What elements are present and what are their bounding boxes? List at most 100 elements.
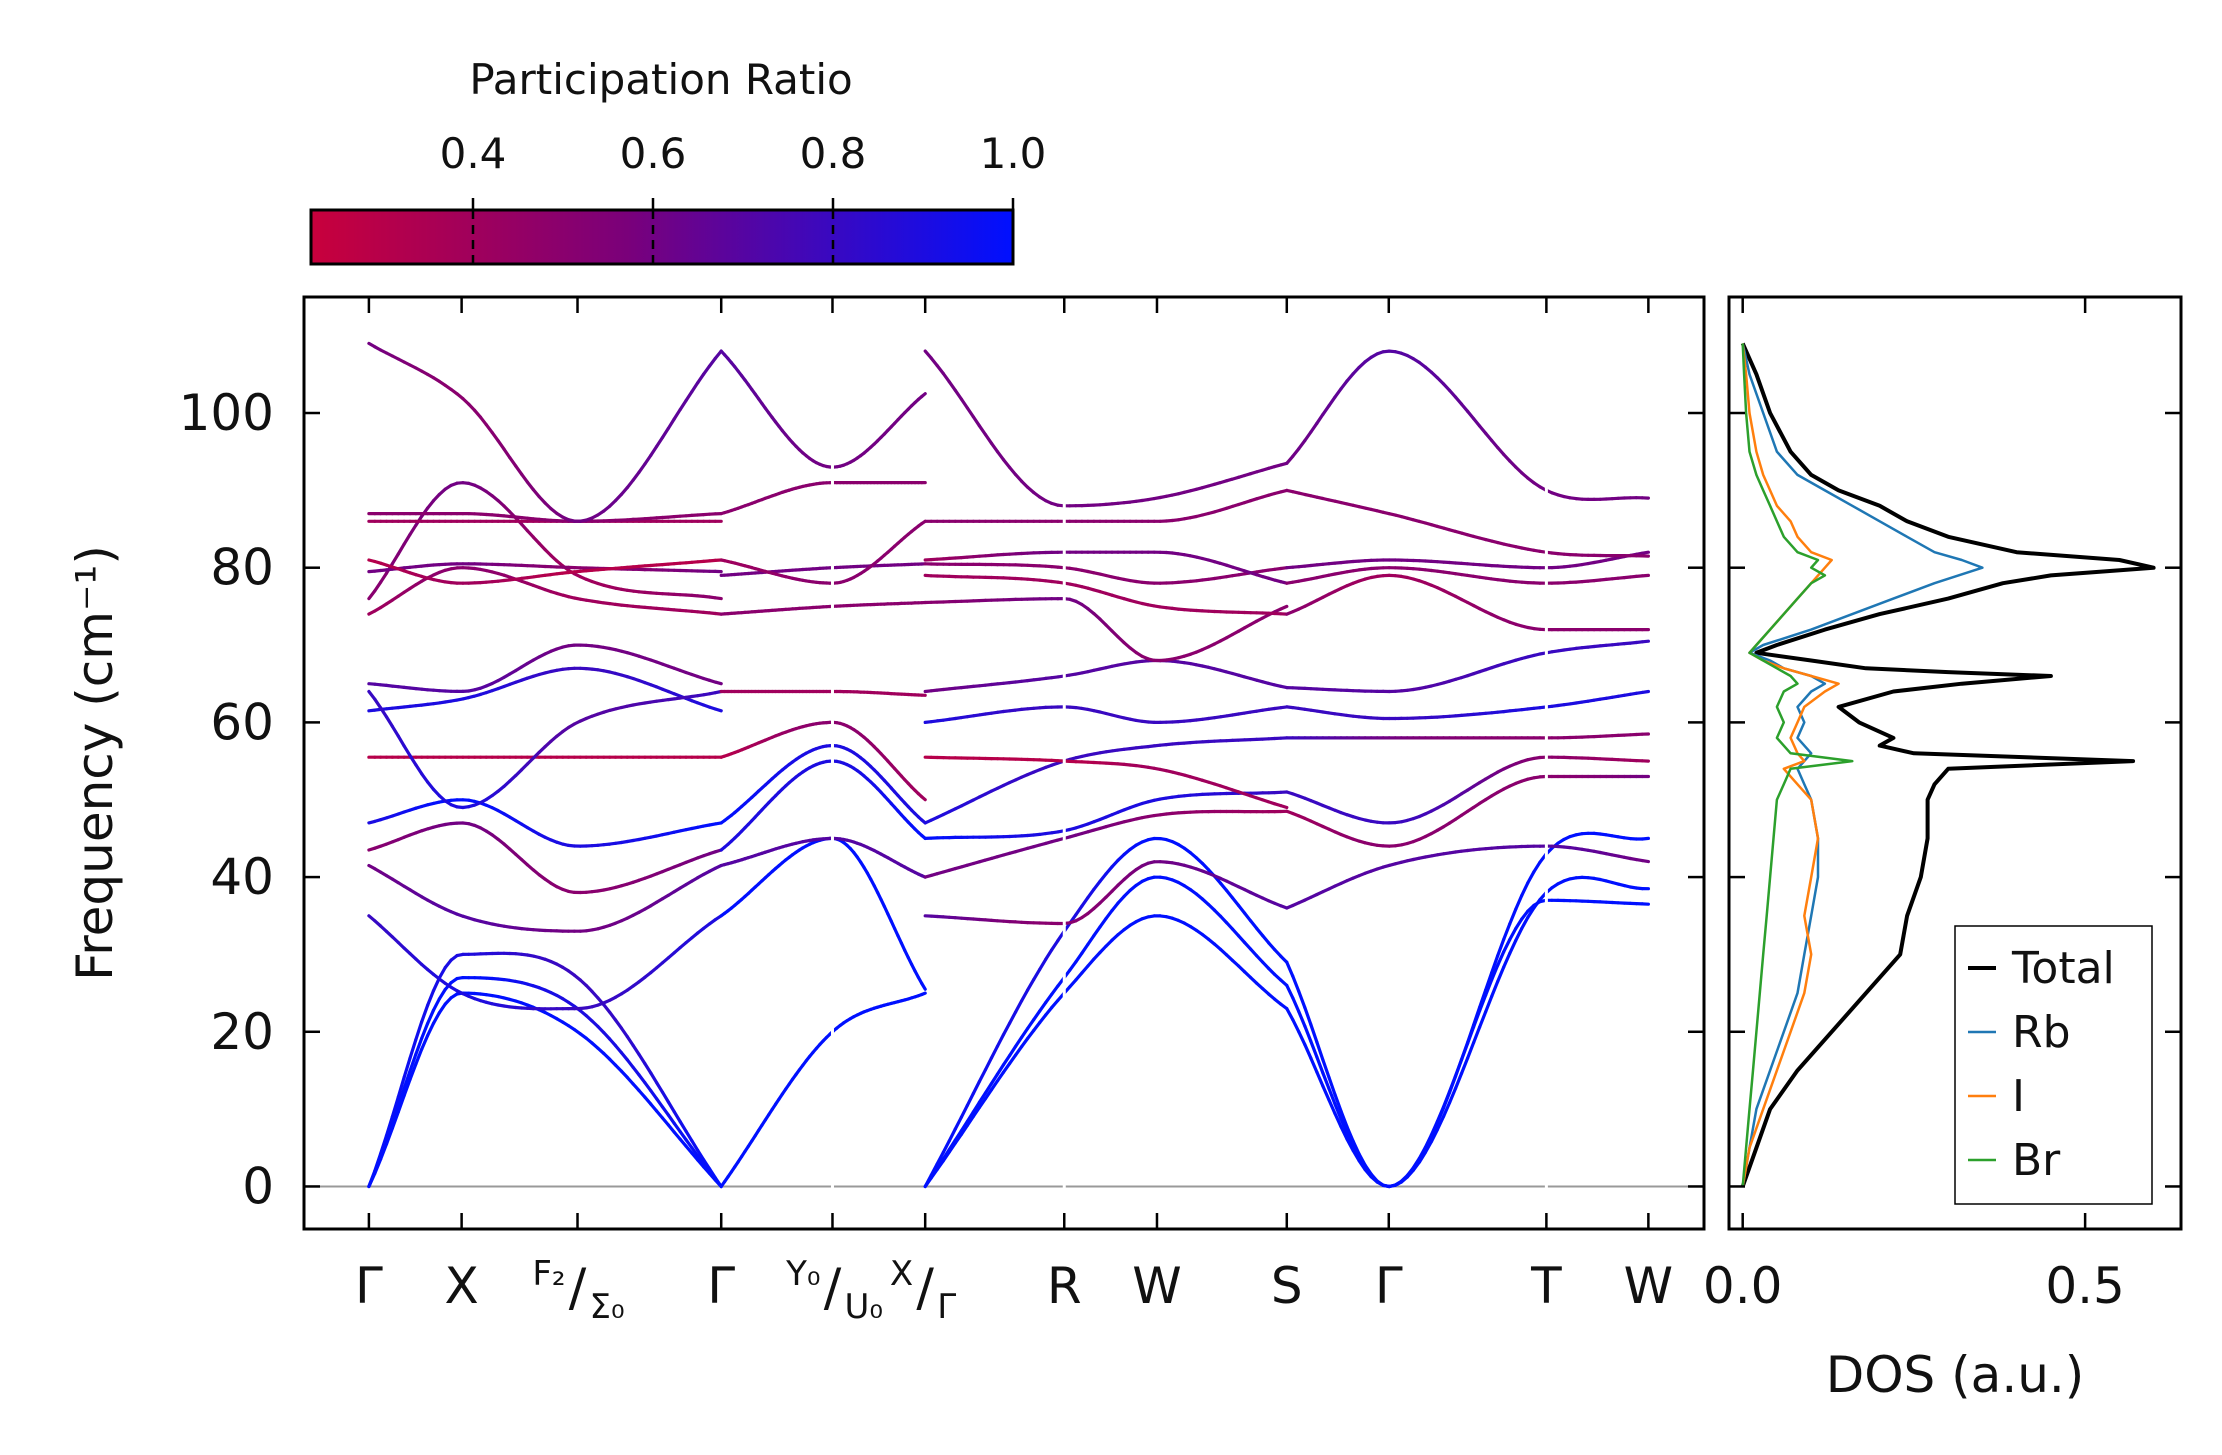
phonon-band-segment bbox=[1104, 908, 1114, 921]
phonon-band-segment bbox=[426, 1008, 436, 1026]
x-tick-slash: / bbox=[569, 1258, 587, 1318]
phonon-band-segment bbox=[1327, 1075, 1337, 1097]
phonon-band-segment bbox=[684, 1138, 694, 1150]
dos-panel: 0.0 0.5 DOS (a.u.) Total Rb I Br bbox=[1703, 295, 2183, 1404]
phonon-band bbox=[923, 836, 1289, 1189]
phonon-band-segment bbox=[402, 1056, 412, 1080]
phonon-band bbox=[1285, 844, 1651, 910]
phonon-band bbox=[1285, 755, 1651, 825]
y-tick-label: 80 bbox=[210, 539, 274, 597]
phonon-band-segment bbox=[384, 1121, 394, 1143]
phonon-band-segment bbox=[408, 523, 418, 537]
colorbar-tick-label: 0.6 bbox=[620, 129, 687, 178]
phonon-band-segment bbox=[1321, 1084, 1331, 1102]
y-tick-label: 0 bbox=[242, 1157, 274, 1215]
phonon-band-segment bbox=[684, 1129, 694, 1143]
phonon-band-segment bbox=[977, 1091, 988, 1104]
phonon-band-segment bbox=[637, 1052, 647, 1066]
phonon-band bbox=[719, 759, 927, 852]
phonon-band-segment bbox=[1038, 1013, 1048, 1025]
phonon-band-segment bbox=[713, 707, 723, 713]
phonon-band-segment bbox=[989, 1044, 1000, 1060]
phonon-band-segment bbox=[408, 1052, 418, 1073]
phonon-band-segment bbox=[1025, 1028, 1036, 1041]
phonon-band-segment bbox=[367, 589, 377, 601]
phonon-band-segment bbox=[1080, 895, 1090, 908]
phonon-band-segment bbox=[1351, 1139, 1361, 1156]
phonon-band-segment bbox=[672, 408, 682, 421]
phonon-band-segment bbox=[390, 1095, 400, 1119]
phonon-band-segment bbox=[701, 364, 712, 376]
phonon-band-segment bbox=[649, 1089, 659, 1101]
dos-curve-br bbox=[1741, 343, 1854, 1187]
phonon-band-segment bbox=[1447, 1074, 1458, 1095]
phonon-band-segment bbox=[1098, 872, 1108, 884]
phonon-band bbox=[923, 596, 1289, 663]
phonon-band-segment bbox=[1309, 1056, 1319, 1074]
band-axes-frame bbox=[302, 295, 1706, 1231]
phonon-band-segment bbox=[1514, 893, 1524, 911]
phonon-band-segment bbox=[1339, 1109, 1349, 1129]
phonon-band-segment bbox=[373, 580, 383, 593]
phonon-band bbox=[367, 914, 723, 1011]
phonon-band-segment bbox=[1032, 1020, 1042, 1033]
phonon-band-segment bbox=[666, 1113, 676, 1125]
dos-curve-rb bbox=[1741, 343, 1984, 1187]
x-tick-label: T bbox=[1530, 1257, 1562, 1315]
phonon-band-segment bbox=[941, 1147, 951, 1161]
phonon-band-segment bbox=[989, 1079, 1000, 1092]
phonon-band-segment bbox=[1477, 988, 1488, 1010]
phonon-band-segment bbox=[1477, 1010, 1488, 1029]
dos-x-axis-label: DOS (a.u.) bbox=[1826, 1346, 2085, 1404]
phonon-band-segment bbox=[1309, 421, 1319, 434]
phonon-band-segment bbox=[1013, 999, 1024, 1014]
phonon-band-segment bbox=[1315, 1055, 1325, 1075]
y-tick-label: 60 bbox=[210, 693, 274, 751]
phonon-band-segment bbox=[690, 381, 700, 394]
phonon-band-segment bbox=[672, 1110, 682, 1124]
phonon-band-segment bbox=[490, 431, 500, 443]
phonon-band bbox=[923, 875, 1289, 1189]
phonon-band-segment bbox=[1484, 994, 1494, 1014]
phonon-band-segment bbox=[426, 989, 436, 1008]
phonon-band-segment bbox=[660, 1090, 671, 1104]
phonon-band-segment bbox=[977, 1068, 988, 1084]
dos-legend: Total Rb I Br bbox=[1954, 925, 2153, 1205]
phonon-band-segment bbox=[1339, 1125, 1349, 1141]
phonon-band bbox=[719, 519, 927, 585]
phonon-band-segment bbox=[1423, 1139, 1434, 1155]
dos-x-tick-label: 0.0 bbox=[1703, 1257, 1783, 1315]
x-tick-label-lower: Σ₀ bbox=[590, 1287, 625, 1327]
phonon-band-segment bbox=[1526, 906, 1536, 920]
phonon-band bbox=[719, 689, 927, 697]
phonon-band-segment bbox=[959, 1123, 970, 1136]
phonon-band-segment bbox=[1405, 1166, 1415, 1178]
phonon-band-segment bbox=[408, 1062, 418, 1082]
phonon-band-segment bbox=[396, 1075, 406, 1099]
x-tick-label: W bbox=[1132, 1257, 1181, 1315]
phonon-band-segment bbox=[965, 406, 976, 419]
phonon-band-segment bbox=[920, 981, 927, 991]
phonon-band bbox=[367, 666, 723, 713]
x-tick-label: Γ bbox=[1375, 1257, 1403, 1315]
phonon-band-segment bbox=[1315, 412, 1325, 425]
phonon-band-segment bbox=[431, 997, 441, 1012]
phonon-band-segment bbox=[1520, 881, 1530, 898]
phonon-band-segment bbox=[1001, 1021, 1012, 1037]
phonon-band-segment bbox=[1092, 925, 1102, 938]
phonon-band-segment bbox=[965, 1091, 976, 1107]
phonon-band-segment bbox=[1044, 992, 1054, 1005]
phonon-band bbox=[367, 558, 723, 585]
phonon-band bbox=[719, 720, 927, 802]
phonon-band bbox=[923, 705, 1289, 725]
phonon-band-segment bbox=[1297, 989, 1307, 1010]
phonon-band-segment bbox=[1291, 447, 1301, 458]
phonon-band-segment bbox=[1074, 904, 1084, 917]
phonon-band bbox=[1285, 573, 1651, 632]
phonon-band-segment bbox=[983, 1056, 994, 1072]
phonon-band-segment bbox=[1429, 1127, 1440, 1144]
phonon-band-segment bbox=[367, 689, 377, 701]
phonon-band-segment bbox=[1068, 960, 1078, 972]
phonon-band-segment bbox=[1490, 979, 1500, 999]
